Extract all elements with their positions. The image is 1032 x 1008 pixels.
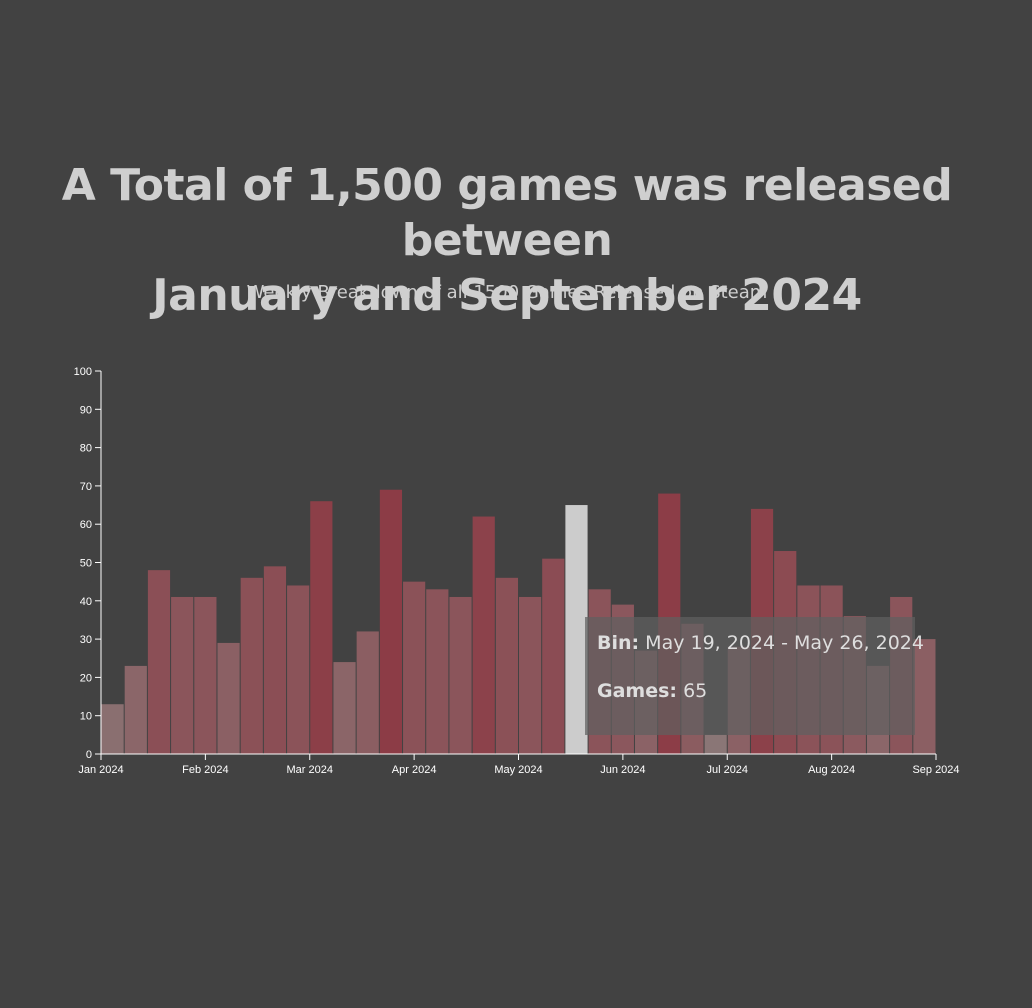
y-tick-label: 50 — [80, 558, 92, 570]
bar[interactable] — [519, 596, 542, 754]
tooltip-games-label: Games: — [597, 680, 678, 702]
y-tick-label: 20 — [80, 672, 92, 684]
bar[interactable] — [449, 596, 472, 754]
bar[interactable] — [124, 665, 147, 754]
tooltip-bin-row: Bin: May 19, 2024 - May 26, 2024 — [597, 631, 924, 679]
bar[interactable] — [379, 489, 403, 754]
y-tick-label: 30 — [80, 634, 92, 646]
bar[interactable] — [240, 577, 263, 754]
bar[interactable] — [101, 704, 124, 754]
bar[interactable] — [542, 558, 565, 754]
x-tick-label: Jan 2024 — [78, 764, 123, 776]
bar[interactable] — [565, 505, 588, 754]
bar[interactable] — [913, 639, 936, 754]
bar[interactable] — [287, 585, 310, 754]
x-tick-label: Jul 2024 — [706, 764, 748, 776]
y-tick-label: 0 — [86, 749, 92, 761]
bar[interactable] — [472, 516, 495, 754]
chart-subtitle: Weekly Breakdown of all 1500 Games Relea… — [246, 282, 768, 303]
bar[interactable] — [356, 631, 379, 754]
tooltip: Bin: May 19, 2024 - May 26, 2024 Games: … — [585, 617, 924, 735]
y-tick-label: 70 — [80, 481, 92, 493]
tooltip-games-row: Games: 65 — [597, 679, 903, 727]
y-tick-label: 100 — [74, 366, 92, 378]
chart-title: A Total of 1,500 games was released betw… — [0, 158, 1014, 323]
x-tick-label: Sep 2024 — [912, 764, 959, 776]
x-tick-label: Feb 2024 — [182, 764, 228, 776]
y-axis: 0 10 20 30 40 50 60 70 80 90 100 — [74, 366, 102, 761]
tooltip-bin-value: May 19, 2024 - May 26, 2024 — [645, 632, 924, 654]
x-axis: Jan 2024 Feb 2024 Mar 2024 Apr 2024 May 2024… — [78, 753, 960, 776]
bar[interactable] — [147, 570, 171, 754]
bar[interactable] — [194, 596, 217, 754]
x-tick-label: Apr 2024 — [392, 764, 437, 776]
tooltip-games-value: 65 — [683, 680, 708, 702]
bar[interactable] — [217, 642, 240, 754]
tooltip-bin-label: Bin: — [597, 632, 640, 654]
bar[interactable] — [333, 662, 356, 754]
chart-title-line-2: January and September 2024 — [152, 270, 862, 321]
x-tick-label: Aug 2024 — [808, 764, 855, 776]
x-tick-label: May 2024 — [494, 764, 542, 776]
bar[interactable] — [263, 566, 287, 754]
bar[interactable] — [495, 577, 518, 754]
bar[interactable] — [426, 589, 449, 754]
chart-title-line-1: A Total of 1,500 games was released betw… — [61, 160, 953, 266]
y-tick-label: 40 — [80, 596, 92, 608]
bar[interactable] — [310, 501, 333, 754]
bar[interactable] — [171, 596, 194, 754]
y-tick-label: 60 — [80, 519, 92, 531]
y-tick-label: 90 — [80, 404, 92, 416]
bar[interactable] — [403, 581, 426, 754]
y-tick-label: 80 — [80, 443, 92, 455]
y-tick-label: 10 — [80, 711, 92, 723]
bar[interactable] — [704, 734, 727, 754]
x-tick-label: Jun 2024 — [600, 764, 645, 776]
x-tick-label: Mar 2024 — [287, 764, 333, 776]
